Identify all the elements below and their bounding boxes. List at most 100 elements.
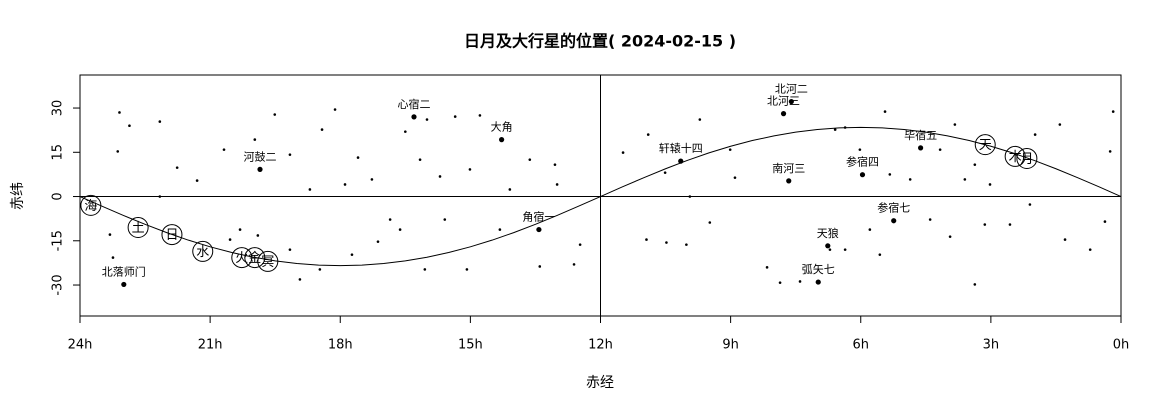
star [765, 266, 769, 269]
star [1058, 123, 1062, 126]
star [555, 183, 559, 186]
star [798, 280, 802, 283]
star [128, 124, 131, 128]
star [538, 265, 542, 268]
planet [161, 224, 183, 246]
planet-label: 水 [196, 245, 209, 260]
named-star [536, 226, 542, 233]
star [116, 150, 120, 153]
star [253, 138, 257, 141]
named-star [257, 166, 263, 172]
star [443, 218, 447, 221]
x-tick-label: 0h [1113, 338, 1130, 353]
star [572, 263, 576, 266]
y-tick-label: 0 [51, 192, 66, 200]
star [418, 158, 422, 161]
y-axis-label: 赤纬 [10, 182, 26, 210]
star [356, 156, 360, 159]
star [350, 253, 354, 256]
named-star [411, 114, 417, 120]
star [645, 238, 648, 241]
star-label: 河鼓二 [244, 149, 277, 163]
star [158, 195, 162, 198]
star-label: 南河三 [772, 162, 805, 175]
named-star [788, 98, 794, 105]
x-axis-label: 赤经 [586, 375, 614, 391]
named-star [499, 137, 505, 143]
named-star [825, 243, 831, 249]
star [665, 241, 668, 244]
star-label: 弧矢七 [802, 262, 835, 276]
star [273, 113, 277, 116]
star [175, 166, 179, 169]
star [688, 195, 692, 198]
star [478, 114, 482, 117]
planet-label: 月 [1020, 152, 1033, 167]
star-label: 角宿一 [522, 210, 555, 224]
named-star [859, 172, 866, 178]
planet [974, 134, 996, 156]
planet [127, 217, 149, 239]
chart-title: 日月及大行星的位置( 2024-02-15 ) [464, 32, 736, 51]
x-tick-label: 9h [722, 338, 739, 353]
planet [1016, 147, 1038, 169]
star [621, 151, 625, 154]
star [528, 158, 532, 161]
star [908, 178, 912, 181]
planet-label: 土 [132, 221, 145, 236]
star [733, 176, 737, 179]
star [1033, 133, 1037, 136]
x-tick-label: 3h [983, 338, 1000, 353]
star [833, 128, 837, 131]
star [938, 148, 942, 151]
star [1008, 223, 1012, 226]
star [578, 243, 582, 246]
star [1088, 248, 1092, 251]
y-tick-label: -15 [51, 230, 66, 251]
star-label: 轩辕十四 [659, 141, 703, 155]
star [465, 268, 469, 271]
planet [80, 194, 102, 216]
planet-label: 冥 [261, 255, 274, 270]
star [111, 256, 115, 259]
planet-label: 金 [248, 250, 261, 266]
x-tick-label: 18h [328, 338, 353, 353]
star [685, 243, 688, 246]
x-tick-label: 6h [852, 338, 869, 353]
star [928, 218, 932, 221]
star [953, 123, 957, 126]
star [438, 175, 442, 178]
x-tick-label: 21h [198, 338, 223, 353]
star-label: 毕宿五 [904, 128, 937, 142]
star [388, 218, 392, 221]
named-star [786, 178, 792, 184]
star [973, 163, 977, 166]
star-label: 北河二 [775, 83, 808, 96]
star [370, 178, 374, 181]
star [973, 283, 977, 286]
star-label: 心宿二 [397, 97, 430, 111]
star [118, 111, 121, 114]
star [646, 133, 650, 136]
planet [257, 250, 279, 272]
y-tick-label: 30 [51, 100, 66, 117]
star [222, 148, 226, 151]
star [553, 163, 557, 166]
star-label: 北河三 [767, 95, 800, 108]
ecliptic-line [79, 126, 1122, 267]
star [1103, 220, 1107, 223]
star [888, 173, 892, 176]
star [698, 118, 702, 121]
star [868, 228, 872, 231]
star [333, 108, 337, 111]
star [778, 281, 782, 284]
star [343, 183, 347, 186]
planet [231, 247, 253, 269]
star [404, 130, 407, 133]
named-star [678, 158, 684, 164]
star [708, 221, 712, 224]
named-star [891, 218, 897, 224]
named-star [121, 281, 127, 288]
planet-label: 日 [165, 228, 178, 243]
